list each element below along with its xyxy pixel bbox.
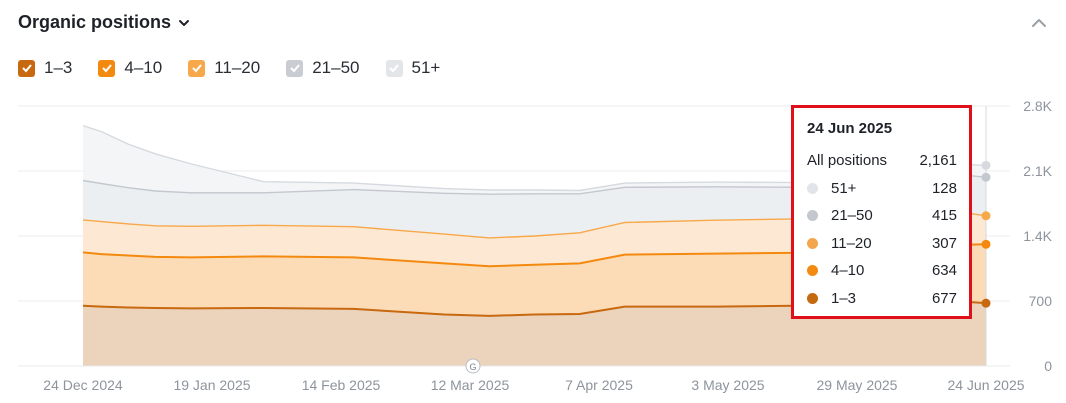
tooltip-row-value: 634: [931, 262, 957, 280]
y-tick-label: 1.4K: [1023, 228, 1052, 244]
checkbox-icon[interactable]: [188, 59, 206, 77]
series-dot-icon: [807, 292, 818, 304]
y-tick-label: 700: [1029, 293, 1053, 309]
x-tick-label: 24 Dec 2024: [43, 377, 123, 393]
legend-item-4-10[interactable]: 4–10: [98, 58, 162, 78]
page-title: Organic positions: [18, 12, 172, 32]
legend-label: 1–3: [44, 58, 73, 77]
series-dot-icon: [807, 210, 818, 222]
legend-label: 11–20: [214, 58, 261, 77]
chevron-down-icon[interactable]: [177, 16, 191, 30]
y-tick-label: 0: [1044, 358, 1052, 374]
tooltip-row-label: 4–10: [831, 262, 865, 280]
legend-item-21-50[interactable]: 21–50: [286, 58, 360, 78]
series-area-3: [83, 172, 986, 238]
widget-header: Organic positions: [18, 12, 191, 33]
checkbox-icon[interactable]: [385, 59, 403, 77]
annotation-marker: [465, 358, 481, 374]
tooltip-row-label: 1–3: [831, 289, 857, 307]
tooltip-row-label: 11–20: [831, 234, 872, 252]
tooltip-row-label: 51+: [831, 179, 857, 197]
legend-label: 4–10: [124, 58, 163, 77]
series-dot-icon: [807, 237, 818, 249]
series-dot: [981, 160, 991, 170]
y-tick-label: 2.8K: [1023, 100, 1052, 114]
x-tick-label: 7 Apr 2025: [565, 377, 633, 393]
tooltip-row-label: 21–50: [831, 207, 873, 225]
series-area-4: [83, 125, 986, 195]
annotation-label: G: [469, 362, 476, 372]
legend-label: 21–50: [312, 58, 360, 77]
tooltip-row-value: 677: [931, 289, 957, 307]
series-dot: [981, 172, 991, 182]
series-dot: [981, 239, 991, 249]
y-tick-label: 2.1K: [1023, 163, 1052, 179]
x-tick-label: 3 May 2025: [691, 377, 764, 393]
tooltip-row: 51+ 128: [807, 175, 957, 203]
series-dot-icon: [807, 182, 818, 194]
x-tick-label: 24 Jun 2025: [947, 377, 1024, 393]
x-tick-label: 12 Mar 2025: [431, 377, 510, 393]
series-area-2: [83, 209, 986, 267]
chevron-up-icon[interactable]: [1028, 12, 1050, 34]
checkbox-icon[interactable]: [18, 59, 35, 77]
chart-tooltip: 24 Jun 2025 All positions 2,161 51+ 128 …: [791, 105, 972, 319]
legend-item-1-3[interactable]: 1–3: [18, 58, 72, 78]
checkbox-icon[interactable]: [286, 59, 304, 77]
tooltip-row: 1–3 677: [807, 285, 957, 313]
series-dot: [981, 298, 991, 308]
tooltip-row: 21–50 415: [807, 202, 957, 230]
series-area-0: [83, 300, 986, 366]
tooltip-total-row: All positions 2,161: [807, 147, 957, 175]
tooltip-total-value: 2,161: [919, 152, 957, 170]
chart-legend: 1–3 4–10 11–20 21–50 51+: [18, 58, 440, 78]
tooltip-total-label: All positions: [807, 152, 888, 170]
legend-item-11-20[interactable]: 11–20: [188, 58, 260, 78]
series-dot: [981, 211, 991, 221]
series-area-1: [83, 244, 986, 316]
legend-label: 51+: [411, 58, 441, 77]
checkbox-icon[interactable]: [98, 59, 116, 77]
x-tick-label: 14 Feb 2025: [302, 377, 381, 393]
tooltip-row: 11–20 307: [807, 230, 957, 258]
series-dot-icon: [807, 265, 818, 277]
tooltip-row-value: 415: [931, 207, 957, 225]
tooltip-row: 4–10 634: [807, 257, 957, 285]
tooltip-row-value: 307: [931, 234, 957, 252]
tooltip-date: 24 Jun 2025: [807, 120, 893, 137]
x-tick-label: 19 Jan 2025: [173, 377, 250, 393]
tooltip-row-value: 128: [931, 179, 957, 197]
legend-item-51-plus[interactable]: 51+: [385, 58, 441, 78]
x-tick-label: 29 May 2025: [817, 377, 898, 393]
